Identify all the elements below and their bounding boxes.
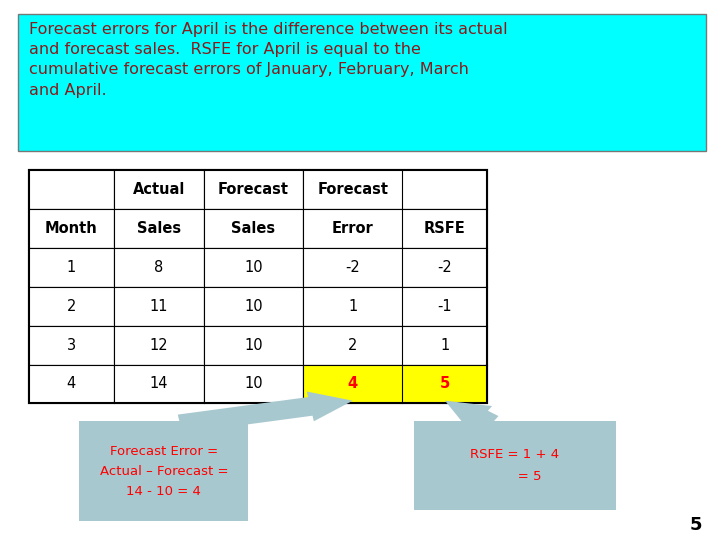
Polygon shape bbox=[178, 392, 353, 433]
Text: RSFE = 1 + 4
       = 5: RSFE = 1 + 4 = 5 bbox=[470, 448, 559, 483]
FancyBboxPatch shape bbox=[79, 421, 248, 521]
Text: 10: 10 bbox=[244, 260, 263, 275]
FancyBboxPatch shape bbox=[304, 326, 402, 364]
Text: 3: 3 bbox=[67, 338, 76, 353]
FancyBboxPatch shape bbox=[204, 365, 302, 403]
Text: 11: 11 bbox=[150, 299, 168, 314]
FancyBboxPatch shape bbox=[114, 210, 203, 247]
Text: 5: 5 bbox=[440, 376, 450, 392]
Text: 4: 4 bbox=[348, 376, 358, 392]
FancyBboxPatch shape bbox=[403, 248, 487, 286]
FancyBboxPatch shape bbox=[304, 287, 402, 325]
FancyBboxPatch shape bbox=[403, 326, 487, 364]
FancyBboxPatch shape bbox=[304, 365, 402, 403]
FancyBboxPatch shape bbox=[114, 326, 203, 364]
Text: RSFE: RSFE bbox=[424, 221, 466, 236]
FancyBboxPatch shape bbox=[29, 170, 487, 403]
FancyBboxPatch shape bbox=[30, 365, 113, 403]
FancyBboxPatch shape bbox=[204, 210, 302, 247]
Text: -2: -2 bbox=[346, 260, 360, 275]
Text: -1: -1 bbox=[438, 299, 452, 314]
FancyBboxPatch shape bbox=[414, 421, 616, 510]
Polygon shape bbox=[445, 401, 498, 432]
Text: Forecast: Forecast bbox=[318, 182, 388, 197]
FancyBboxPatch shape bbox=[304, 248, 402, 286]
Text: 12: 12 bbox=[150, 338, 168, 353]
Text: -2: -2 bbox=[438, 260, 452, 275]
FancyBboxPatch shape bbox=[30, 171, 113, 208]
Text: Forecast Error =
Actual – Forecast =
14 - 10 = 4: Forecast Error = Actual – Forecast = 14 … bbox=[99, 444, 228, 498]
Text: 10: 10 bbox=[244, 338, 263, 353]
FancyBboxPatch shape bbox=[114, 248, 203, 286]
Text: 1: 1 bbox=[441, 338, 449, 353]
FancyBboxPatch shape bbox=[403, 171, 487, 208]
Text: 10: 10 bbox=[244, 376, 263, 392]
FancyBboxPatch shape bbox=[204, 171, 302, 208]
FancyBboxPatch shape bbox=[304, 210, 402, 247]
Text: Forecast: Forecast bbox=[218, 182, 289, 197]
FancyBboxPatch shape bbox=[304, 365, 402, 403]
FancyBboxPatch shape bbox=[204, 248, 302, 286]
FancyBboxPatch shape bbox=[30, 210, 113, 247]
FancyBboxPatch shape bbox=[114, 365, 203, 403]
FancyBboxPatch shape bbox=[204, 326, 302, 364]
Text: 10: 10 bbox=[244, 299, 263, 314]
FancyBboxPatch shape bbox=[30, 248, 113, 286]
FancyBboxPatch shape bbox=[114, 171, 203, 208]
FancyBboxPatch shape bbox=[403, 365, 487, 403]
Text: 2: 2 bbox=[66, 299, 76, 314]
Text: Sales: Sales bbox=[137, 221, 181, 236]
FancyBboxPatch shape bbox=[114, 287, 203, 325]
Text: Actual: Actual bbox=[132, 182, 185, 197]
Text: 8: 8 bbox=[154, 260, 163, 275]
FancyBboxPatch shape bbox=[403, 287, 487, 325]
Text: 1: 1 bbox=[348, 299, 357, 314]
FancyBboxPatch shape bbox=[18, 14, 706, 151]
Text: Month: Month bbox=[45, 221, 98, 236]
FancyBboxPatch shape bbox=[403, 365, 487, 403]
Text: Forecast errors for April is the difference between its actual
and forecast sale: Forecast errors for April is the differe… bbox=[29, 22, 508, 98]
FancyBboxPatch shape bbox=[204, 287, 302, 325]
Text: 5: 5 bbox=[690, 516, 702, 534]
Text: 2: 2 bbox=[348, 338, 358, 353]
Text: Error: Error bbox=[332, 221, 374, 236]
Text: 1: 1 bbox=[67, 260, 76, 275]
FancyBboxPatch shape bbox=[403, 210, 487, 247]
Text: 14: 14 bbox=[150, 376, 168, 392]
FancyBboxPatch shape bbox=[30, 326, 113, 364]
FancyBboxPatch shape bbox=[30, 287, 113, 325]
Text: 4: 4 bbox=[67, 376, 76, 392]
FancyBboxPatch shape bbox=[304, 171, 402, 208]
Text: Sales: Sales bbox=[231, 221, 276, 236]
